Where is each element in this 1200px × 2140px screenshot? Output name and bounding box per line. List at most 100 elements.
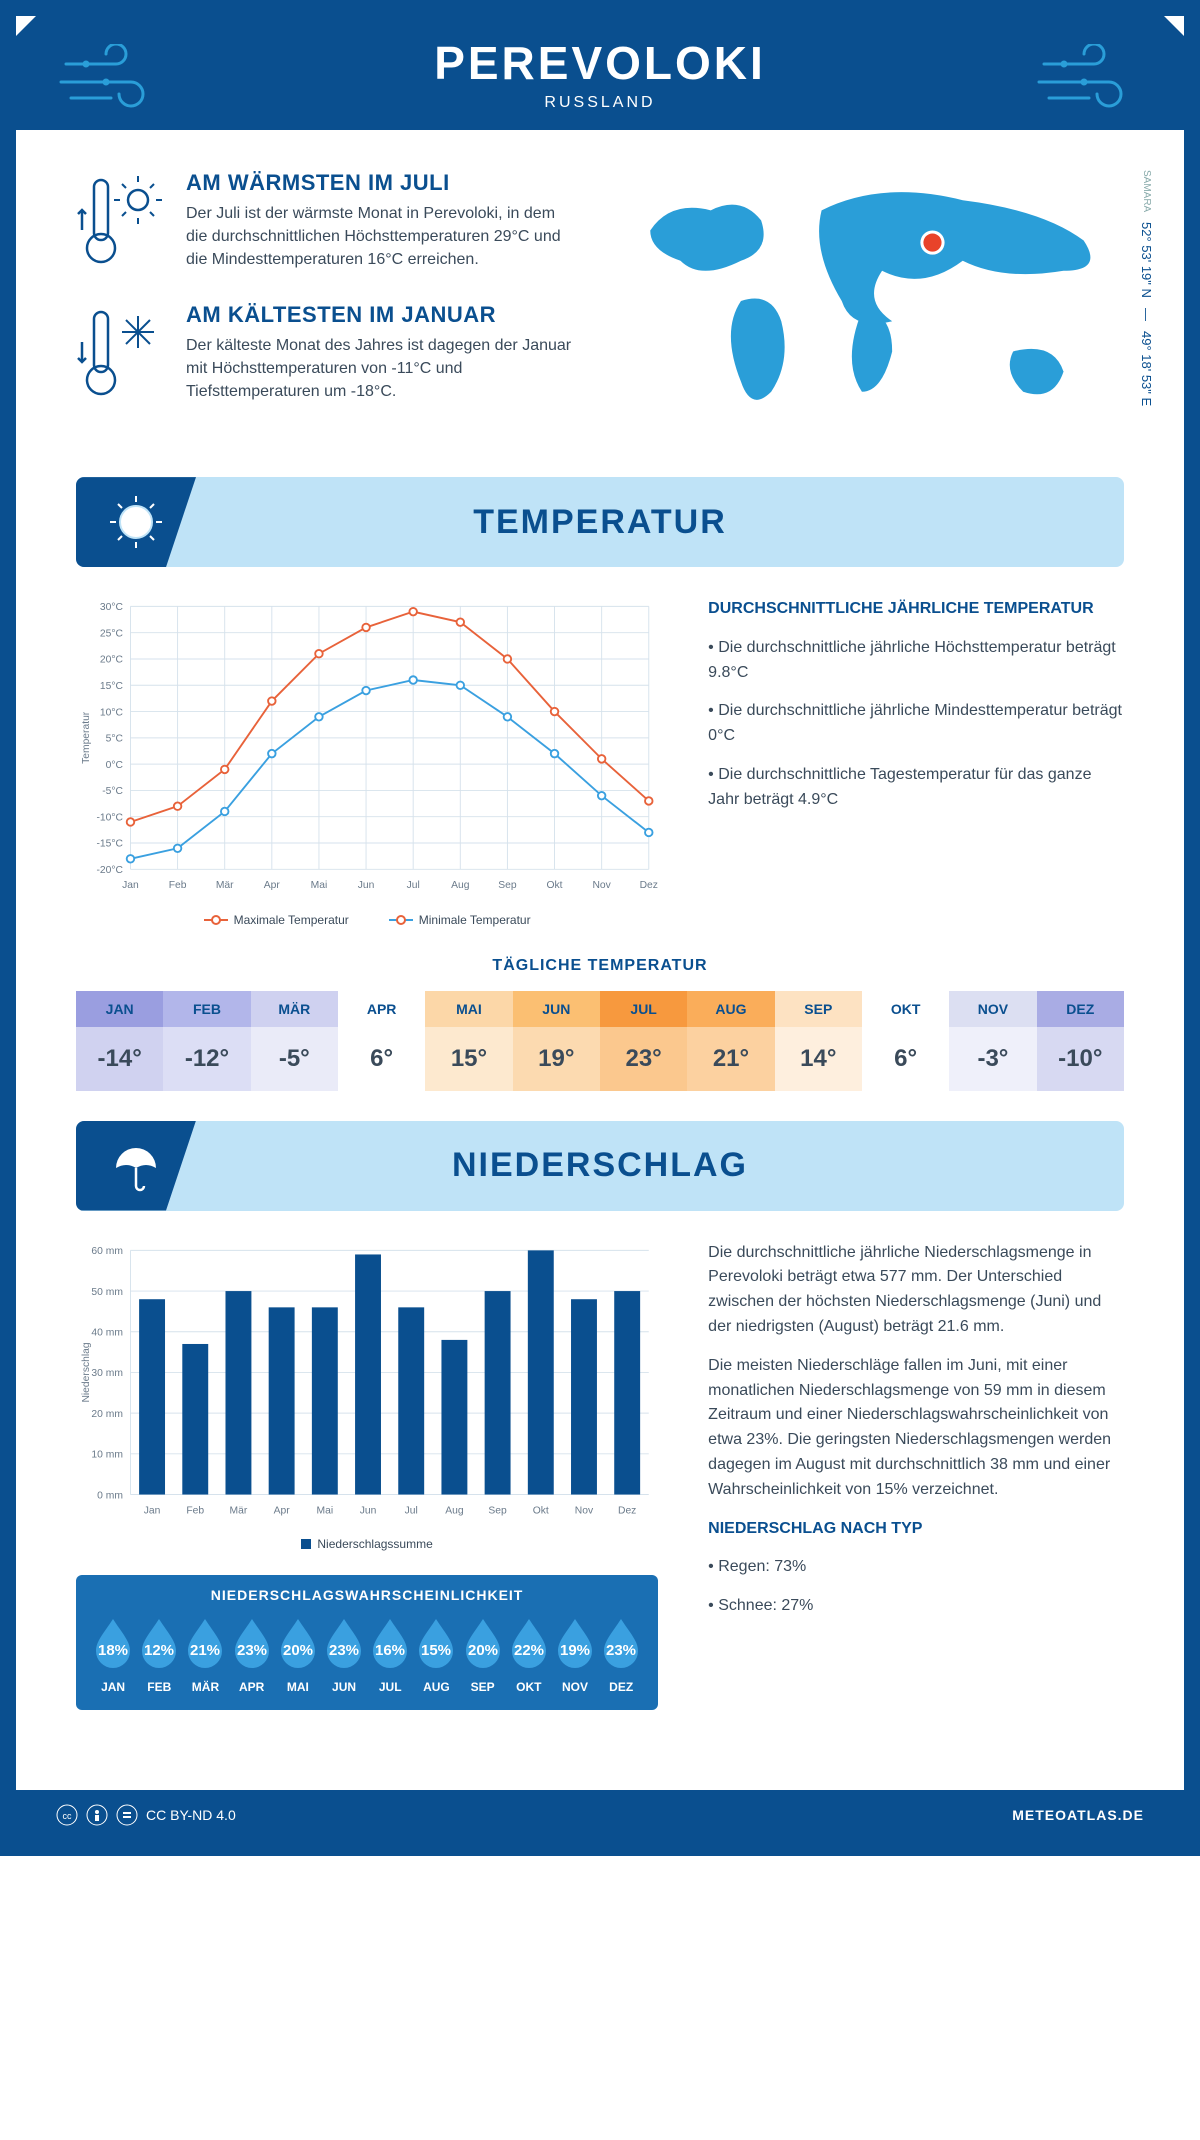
coords: SAMARA 52° 53' 19" N — 49° 18' 53" E — [1139, 170, 1154, 437]
svg-text:Dez: Dez — [618, 1505, 636, 1516]
temp-cell: FEB-12° — [163, 991, 250, 1091]
svg-text:0 mm: 0 mm — [97, 1490, 123, 1501]
precip-row: 0 mm10 mm20 mm30 mm40 mm50 mm60 mmJanFeb… — [76, 1241, 1124, 1711]
svg-text:22%: 22% — [514, 1642, 544, 1659]
svg-text:Feb: Feb — [186, 1505, 204, 1516]
wind-icon — [1034, 44, 1144, 114]
daily-temp-table: JAN-14°FEB-12°MÄR-5°APR6°MAI15°JUN19°JUL… — [76, 991, 1124, 1091]
daily-temp-heading: TÄGLICHE TEMPERATUR — [76, 957, 1124, 975]
license-block: cc CC BY-ND 4.0 — [56, 1804, 236, 1826]
svg-text:Jan: Jan — [122, 880, 139, 891]
svg-text:10 mm: 10 mm — [91, 1449, 123, 1460]
precip-type-heading: NIEDERSCHLAG NACH TYP — [708, 1517, 1124, 1542]
svg-text:50 mm: 50 mm — [91, 1286, 123, 1297]
precip-snow: • Schnee: 27% — [708, 1594, 1124, 1619]
temp-cell: SEP14° — [775, 991, 862, 1091]
svg-text:23%: 23% — [606, 1642, 636, 1659]
site-name: METEOATLAS.DE — [1012, 1807, 1144, 1823]
svg-text:Jul: Jul — [407, 880, 420, 891]
page: PEREVOLOKI RUSSLAND AM WÄRMSTEN IM JULI … — [0, 0, 1200, 1856]
svg-text:-20°C: -20°C — [96, 865, 123, 876]
header-banner: PEREVOLOKI RUSSLAND — [16, 16, 1184, 130]
svg-text:Temperatur: Temperatur — [81, 711, 92, 764]
by-icon — [86, 1804, 108, 1826]
temperature-chart: -20°C-15°C-10°C-5°C0°C5°C10°C15°C20°C25°… — [76, 597, 658, 926]
world-map-svg — [620, 170, 1124, 432]
temp-side-p3: • Die durchschnittliche Tagestemperatur … — [708, 763, 1124, 813]
svg-text:20%: 20% — [468, 1642, 498, 1659]
temp-cell: MÄR-5° — [251, 991, 338, 1091]
precip-p1: Die durchschnittliche jährliche Niedersc… — [708, 1241, 1124, 1340]
svg-text:-5°C: -5°C — [102, 786, 123, 797]
legend-max: Maximale Temperatur — [234, 913, 349, 927]
warmest-fact: AM WÄRMSTEN IM JULI Der Juli ist der wär… — [76, 170, 580, 272]
legend-precip: Niederschlagssumme — [317, 1537, 432, 1551]
svg-text:Apr: Apr — [274, 1505, 291, 1516]
sun-icon — [106, 492, 166, 552]
probability-strip: NIEDERSCHLAGSWAHRSCHEINLICHKEIT 18%JAN12… — [76, 1575, 658, 1710]
wind-icon — [56, 44, 166, 114]
lon-label: 49° 18' 53" E — [1139, 331, 1154, 406]
svg-text:Sep: Sep — [488, 1505, 507, 1516]
svg-text:Mär: Mär — [216, 880, 234, 891]
svg-text:15%: 15% — [421, 1642, 451, 1659]
temp-cell: MAI15° — [425, 991, 512, 1091]
coldest-heading: AM KÄLTESTEN IM JANUAR — [186, 302, 580, 328]
precip-legend: Niederschlagssumme — [76, 1537, 658, 1551]
svg-text:18%: 18% — [98, 1642, 128, 1659]
svg-text:Dez: Dez — [640, 880, 658, 891]
svg-text:Jan: Jan — [144, 1505, 161, 1516]
svg-text:Niederschlag: Niederschlag — [81, 1342, 92, 1402]
content: AM WÄRMSTEN IM JULI Der Juli ist der wär… — [16, 130, 1184, 1760]
warmest-text: Der Juli ist der wärmste Monat in Perevo… — [186, 202, 580, 272]
thermometer-sun-icon — [76, 170, 166, 270]
temp-cell: DEZ-10° — [1037, 991, 1124, 1091]
coldest-text: Der kälteste Monat des Jahres ist dagege… — [186, 334, 580, 404]
svg-text:Mai: Mai — [311, 880, 328, 891]
svg-text:Jun: Jun — [360, 1505, 377, 1516]
svg-text:30 mm: 30 mm — [91, 1368, 123, 1379]
prob-drop: 20%MAI — [275, 1615, 321, 1694]
cc-icon: cc — [56, 1804, 78, 1826]
world-map: SAMARA 52° 53' 19" N — 49° 18' 53" E — [620, 170, 1124, 437]
prob-drop: 23%JUN — [321, 1615, 367, 1694]
warmest-heading: AM WÄRMSTEN IM JULI — [186, 170, 580, 196]
temperature-summary: DURCHSCHNITTLICHE JÄHRLICHE TEMPERATUR •… — [708, 597, 1124, 926]
temp-cell: JAN-14° — [76, 991, 163, 1091]
prob-drop: 18%JAN — [90, 1615, 136, 1694]
prob-heading: NIEDERSCHLAGSWAHRSCHEINLICHKEIT — [90, 1587, 644, 1603]
license-text: CC BY-ND 4.0 — [146, 1807, 236, 1823]
intro-facts: AM WÄRMSTEN IM JULI Der Juli ist der wär… — [76, 170, 580, 437]
svg-text:60 mm: 60 mm — [91, 1246, 123, 1257]
svg-text:10°C: 10°C — [100, 707, 124, 718]
svg-text:Mai: Mai — [317, 1505, 334, 1516]
prob-drop: 20%SEP — [460, 1615, 506, 1694]
lat-label: 52° 53' 19" N — [1139, 222, 1154, 298]
umbrella-icon — [108, 1138, 164, 1194]
prob-drop: 22%OKT — [506, 1615, 552, 1694]
svg-text:20°C: 20°C — [100, 655, 124, 666]
svg-text:40 mm: 40 mm — [91, 1327, 123, 1338]
precip-summary: Die durchschnittliche jährliche Niedersc… — [708, 1241, 1124, 1711]
prob-drop: 12%FEB — [136, 1615, 182, 1694]
legend-min: Minimale Temperatur — [419, 913, 531, 927]
svg-text:21%: 21% — [190, 1642, 220, 1659]
svg-text:19%: 19% — [560, 1642, 590, 1659]
section-header-temperature: TEMPERATUR — [76, 477, 1124, 567]
temp-side-p1: • Die durchschnittliche jährliche Höchst… — [708, 636, 1124, 686]
section-header-precip: NIEDERSCHLAG — [76, 1121, 1124, 1211]
temp-legend: .leg-line:nth-child(1)::after{border-col… — [76, 913, 658, 927]
precip-chart: 0 mm10 mm20 mm30 mm40 mm50 mm60 mmJanFeb… — [76, 1241, 658, 1711]
svg-text:20%: 20% — [283, 1642, 313, 1659]
temp-cell: JUN19° — [513, 991, 600, 1091]
region-label: SAMARA — [1141, 170, 1152, 212]
temp-cell: OKT6° — [862, 991, 949, 1091]
coldest-fact: AM KÄLTESTEN IM JANUAR Der kälteste Mona… — [76, 302, 580, 404]
svg-text:-15°C: -15°C — [96, 839, 123, 850]
footer: cc CC BY-ND 4.0 METEOATLAS.DE — [16, 1790, 1184, 1840]
svg-text:23%: 23% — [329, 1642, 359, 1659]
page-title: PEREVOLOKI — [16, 36, 1184, 90]
temp-cell: JUL23° — [600, 991, 687, 1091]
intro-row: AM WÄRMSTEN IM JULI Der Juli ist der wär… — [76, 170, 1124, 437]
svg-text:Okt: Okt — [533, 1505, 549, 1516]
